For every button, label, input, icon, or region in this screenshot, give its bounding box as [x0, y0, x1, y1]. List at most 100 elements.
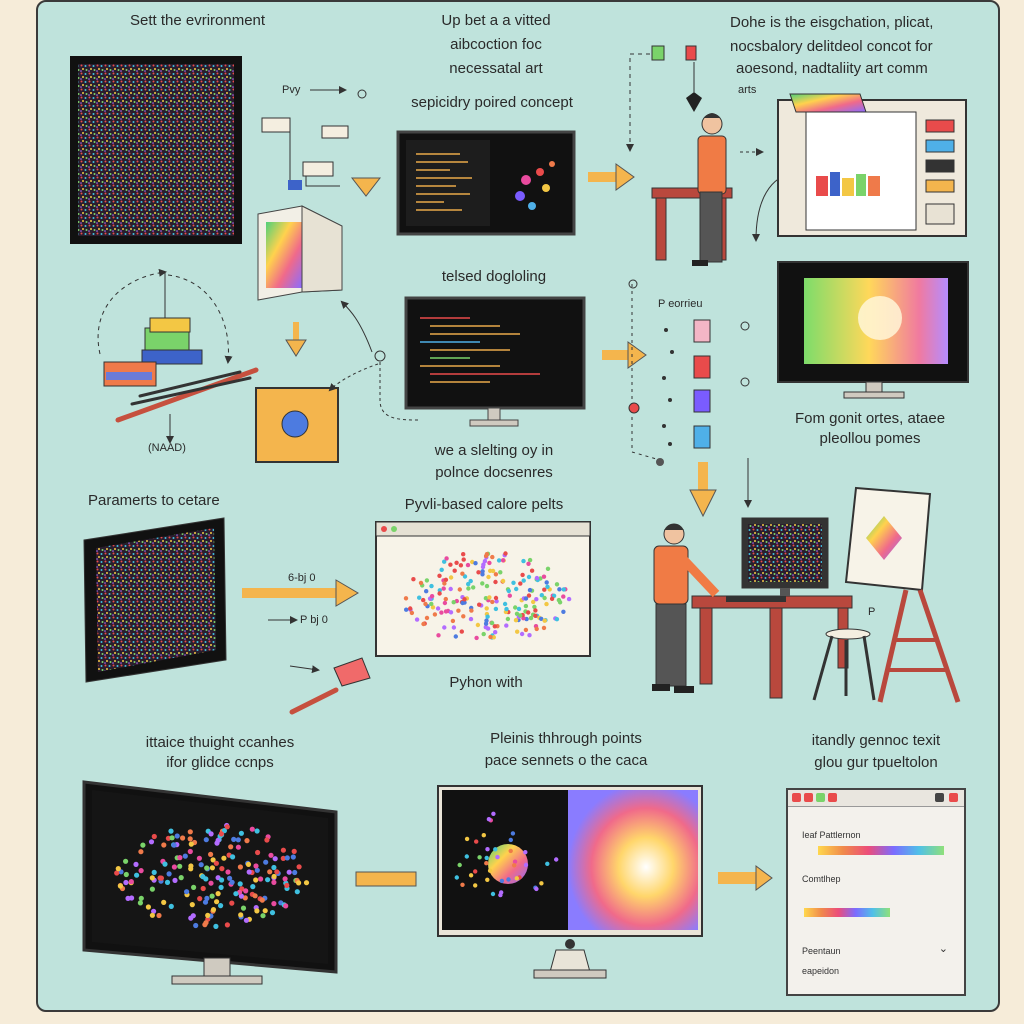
scatter-dot — [554, 582, 560, 587]
scatter-dot — [486, 574, 491, 580]
thought-line2: ifor glidce ccnps — [166, 754, 274, 771]
scatter-dot — [292, 869, 298, 876]
scatter-dot — [429, 594, 435, 599]
scatter-dot — [500, 558, 506, 563]
scatter-dot — [208, 880, 214, 886]
scatter-dot — [269, 910, 276, 916]
scatter-dot — [444, 556, 449, 561]
scatter-dot — [259, 897, 265, 903]
scatter-dot — [491, 811, 496, 816]
scatter-dot — [424, 615, 430, 621]
scatter-dot — [224, 824, 230, 830]
scatter-dot — [451, 625, 457, 630]
python-with-label: Pyhon with — [449, 674, 523, 691]
scatter-dot — [466, 581, 471, 587]
pattern-field-label: Ieaf Pattlernon — [802, 830, 861, 840]
scatter-dot — [138, 868, 144, 874]
scatter-dot — [138, 895, 144, 901]
scatter-dot — [235, 837, 241, 843]
scatter-dot — [485, 847, 490, 852]
scatter-dot — [202, 922, 208, 928]
scatter-dot — [265, 877, 271, 883]
scatter-dot — [235, 844, 241, 850]
colormap-gradient-bar[interactable] — [804, 908, 890, 917]
scatter-dot — [429, 601, 434, 607]
scatter-dot — [187, 848, 193, 855]
scatter-dot — [250, 884, 256, 890]
scatter-dot — [229, 900, 235, 906]
scatter-dot — [512, 859, 518, 864]
arrow-a-label: 6-bj 0 — [288, 572, 316, 584]
menu-square-icon[interactable] — [935, 793, 944, 802]
step-setup-label: Sett the evrironment — [130, 12, 266, 29]
scatter-dot — [238, 912, 244, 918]
scatter-dot — [280, 847, 286, 853]
maximize-dot-icon[interactable] — [816, 793, 825, 802]
scatter-dot — [453, 634, 458, 639]
scatter-dot — [245, 861, 252, 868]
scatter-dot — [528, 615, 534, 621]
scatter-dot — [476, 570, 481, 575]
scatter-dot — [557, 600, 563, 605]
scatter-dot — [168, 828, 174, 834]
scatter-dot — [439, 567, 444, 572]
scatter-dot — [303, 880, 310, 886]
scatter-dot — [149, 886, 155, 892]
arrow-b-label: P bj 0 — [300, 614, 328, 626]
scatter-dot — [541, 625, 547, 631]
scatter-dot — [133, 861, 139, 868]
plot-line2: pace sennets o the caca — [484, 752, 648, 769]
scatter-dot — [502, 601, 508, 607]
scatter-dot — [521, 558, 526, 564]
scatter-dot — [493, 579, 498, 585]
scatter-dot — [515, 629, 520, 634]
scatter-dot — [451, 600, 456, 605]
scatter-dot — [493, 606, 499, 612]
scatter-dot — [114, 870, 120, 876]
python-colors-label: Pyvli-based calore pelts — [404, 496, 564, 513]
scatter-dot — [271, 873, 277, 880]
scatter-dot — [484, 606, 489, 611]
scatter-dot — [151, 908, 157, 914]
scatter-dot — [411, 577, 416, 582]
scatter-dot — [490, 554, 495, 560]
minimize-dot-icon[interactable] — [804, 793, 813, 802]
scatter-dot — [466, 586, 471, 591]
step-coding-sub2: polnce docsenres — [435, 464, 553, 481]
param-field-value[interactable]: eapeidon — [802, 966, 840, 976]
chevron-down-icon[interactable]: ⌄ — [938, 942, 948, 955]
scatter-dot — [489, 620, 495, 626]
scatter-dot — [496, 558, 502, 563]
scatter-dot — [225, 869, 231, 875]
scatter-dot — [149, 875, 155, 881]
scatter-dot — [523, 603, 529, 609]
scatter-dot — [448, 610, 454, 615]
scatter-dot — [178, 875, 184, 881]
scatter-dot — [523, 862, 529, 868]
scatter-dot — [168, 903, 174, 910]
scatter-dot — [151, 833, 157, 840]
close-dot-icon[interactable] — [792, 793, 801, 802]
scatter-dot — [437, 588, 442, 593]
scatter-dot — [480, 581, 485, 586]
scatter-dot — [539, 616, 544, 621]
tab-dot-icon[interactable] — [828, 793, 837, 802]
scatter-dot — [284, 882, 290, 889]
plot-line1: Pleinis thhrough points — [490, 730, 642, 747]
scatter-dot — [518, 581, 523, 586]
window-close-icon[interactable] — [949, 793, 958, 802]
scatter-dot — [443, 609, 449, 614]
scatter-dot — [464, 836, 470, 842]
scatter-dot — [506, 588, 511, 594]
pattern-gradient-bar[interactable] — [818, 846, 944, 855]
scatter-dot — [408, 606, 413, 611]
scatter-dot — [448, 562, 453, 567]
scatter-dot — [290, 854, 296, 860]
scatter-dot — [140, 842, 146, 848]
scatter-dot — [171, 842, 177, 848]
scatter-dot — [523, 627, 529, 633]
scatter-dot — [484, 552, 490, 557]
scatter-dot — [263, 859, 269, 865]
scatter-dot — [237, 881, 243, 887]
scatter-dot — [291, 848, 297, 855]
